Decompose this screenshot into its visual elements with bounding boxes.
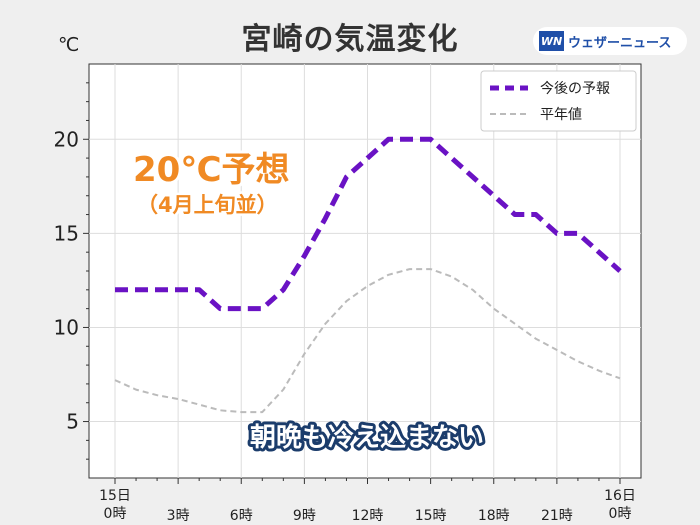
- forecast-peak-note: （4月上旬並）: [137, 193, 278, 217]
- y-axis-ticks: 5 10 15 20: [54, 82, 89, 460]
- plot-area: [88, 63, 642, 479]
- comment-label: 朝晩も冷え込まない: [250, 422, 484, 453]
- x-tick-label: 12時: [352, 508, 384, 524]
- x-tick-label: 21時: [541, 508, 573, 524]
- y-tick-label: 20: [54, 127, 79, 151]
- x-tick-label: 15時: [415, 508, 447, 524]
- x-tick-label: 6時: [230, 508, 253, 524]
- y-tick-label: 15: [54, 221, 79, 245]
- x-tick-label: 15日 0時: [99, 488, 131, 522]
- forecast-line: [115, 136, 622, 312]
- legend-normal-label: 平年値: [540, 107, 582, 123]
- x-tick-label: 3時: [167, 508, 190, 524]
- y-axis-unit: ℃: [58, 34, 80, 56]
- x-tick-label: 16日 0時: [604, 488, 636, 522]
- y-tick-label: 10: [54, 315, 79, 339]
- grid-lines: [89, 64, 641, 478]
- legend-box: [480, 70, 637, 132]
- legend: 今後の予報 平年値: [480, 70, 637, 132]
- x-tick-label: 9時: [293, 508, 316, 524]
- chart-title: 宮崎の気温変化: [241, 22, 459, 57]
- y-tick-label: 5: [66, 410, 79, 434]
- weathernews-logo-icon: WN: [539, 31, 564, 51]
- brand-name: ウェザーニュース: [568, 35, 672, 51]
- series-lines: [114, 136, 622, 414]
- forecast-peak-label: 20℃予想: [133, 150, 290, 190]
- legend-forecast-label: 今後の予報: [540, 81, 610, 97]
- x-axis-ticks: 15日 0時 3時 6時 9時 12時 15時 18時 21時 16日 0時: [99, 478, 636, 524]
- normal-line: [114, 268, 621, 414]
- brand-logo: WN ウェザーニュース: [533, 27, 687, 55]
- x-tick-label: 18時: [478, 508, 510, 524]
